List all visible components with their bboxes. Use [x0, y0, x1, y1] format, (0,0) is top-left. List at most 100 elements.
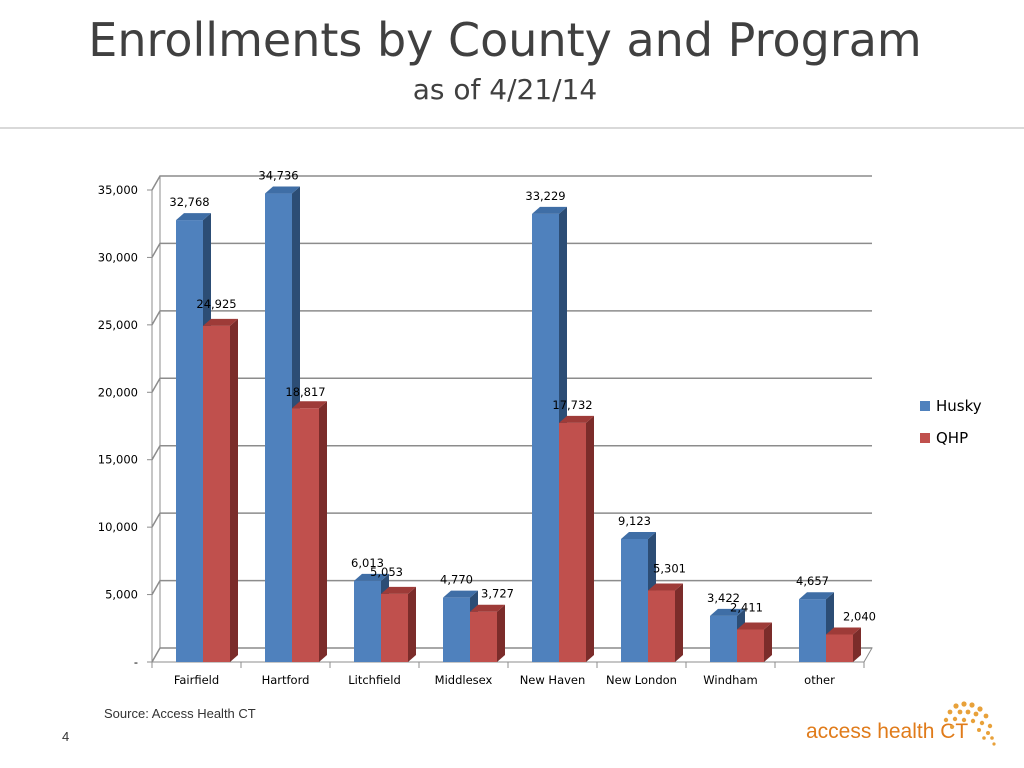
- x-tick-label: Hartford: [262, 673, 310, 687]
- bar-qhp: [826, 627, 861, 662]
- slide-subtitle: as of 4/21/14: [412, 73, 598, 106]
- bar-front: [203, 325, 230, 662]
- value-axis: - 5,000 10,000 15,000 20,000 25,000 30,000 35,0…: [98, 183, 153, 669]
- data-label-qhp: 17,732: [552, 398, 592, 412]
- bar-front: [621, 538, 648, 662]
- bar-front: [737, 629, 764, 662]
- bar-top: [354, 573, 389, 581]
- x-tick-label: Windham: [703, 673, 757, 687]
- title-divider: [0, 127, 1024, 129]
- bar-front: [799, 599, 826, 662]
- x-tick-label: Litchfield: [348, 673, 401, 687]
- bar-qhp: [292, 401, 327, 662]
- bar-front: [470, 611, 497, 662]
- access-health-ct-logo: access health CT: [806, 700, 1006, 752]
- bars: [176, 186, 861, 663]
- y-tick-label: -: [134, 655, 138, 669]
- legend: Husky QHP: [920, 397, 982, 447]
- bar-top: [532, 206, 567, 214]
- bar-qhp: [737, 622, 772, 662]
- bar-side: [853, 627, 861, 662]
- bar-top: [799, 592, 834, 600]
- x-tick-label: other: [804, 673, 835, 687]
- bar-top: [826, 627, 861, 635]
- y-tick-label: 20,000: [98, 385, 138, 399]
- logo-sunburst-icon: [943, 701, 996, 746]
- bar-front: [292, 408, 319, 662]
- bar-qhp: [648, 583, 683, 662]
- data-label-husky: 4,657: [796, 574, 829, 588]
- bar-qhp: [203, 318, 238, 662]
- bar-top: [470, 604, 505, 612]
- data-label-husky: 33,229: [525, 189, 565, 203]
- bar-top: [559, 415, 594, 423]
- x-tick-label: New Haven: [520, 673, 586, 687]
- legend-swatch: [920, 433, 930, 443]
- bar-front: [648, 590, 675, 662]
- bar-top: [737, 622, 772, 630]
- slide-title: Enrollments by County and Program: [88, 13, 922, 67]
- bar-qhp: [381, 586, 416, 662]
- bar-top: [443, 590, 478, 598]
- legend-label: QHP: [936, 429, 968, 447]
- bar-top: [648, 583, 683, 591]
- gridline: [151, 377, 872, 393]
- gridline: [151, 310, 872, 326]
- y-tick-label: 30,000: [98, 250, 138, 264]
- x-tick-label: Fairfield: [174, 673, 219, 687]
- bar-front: [176, 220, 203, 663]
- bar-qhp: [470, 604, 505, 662]
- gridline: [151, 512, 872, 528]
- source-note: Source: Access Health CT: [104, 706, 256, 721]
- bar-front: [532, 213, 559, 663]
- data-label-husky: 3,422: [707, 591, 740, 605]
- bar-top: [710, 608, 745, 616]
- bar-side: [408, 586, 416, 662]
- logo-wordmark: access health CT: [806, 720, 969, 743]
- data-label-qhp: 2,411: [730, 600, 763, 614]
- gridline: [151, 242, 872, 258]
- bar-side: [319, 401, 327, 662]
- data-label-husky: 9,123: [618, 514, 651, 528]
- bar-top: [292, 401, 327, 409]
- bar-front: [265, 193, 292, 662]
- bar-side: [497, 604, 505, 662]
- y-tick-label: 35,000: [98, 183, 138, 197]
- gridline: [151, 175, 872, 191]
- bar-front: [826, 634, 853, 662]
- data-label-qhp: 3,727: [481, 587, 514, 601]
- bar-top: [203, 318, 238, 326]
- y-tick-label: 10,000: [98, 520, 138, 534]
- y-tick-label: 15,000: [98, 453, 138, 467]
- bar-side: [764, 622, 772, 662]
- category-axis: Fairfield Hartford Litchfield Middlesex New …: [151, 662, 865, 687]
- y-tick-label: 5,000: [105, 588, 138, 602]
- bar-front: [710, 615, 737, 662]
- data-label-qhp: 2,040: [843, 609, 876, 623]
- bar-qhp: [559, 415, 594, 662]
- data-label-husky: 4,770: [440, 573, 473, 587]
- data-label-husky: 32,768: [169, 195, 209, 209]
- bar-top: [381, 586, 416, 594]
- bar-front: [381, 593, 408, 662]
- y-tick-label: 25,000: [98, 318, 138, 332]
- data-label-qhp: 5,053: [370, 565, 403, 579]
- data-label-qhp: 24,925: [196, 297, 236, 311]
- bar-front: [354, 580, 381, 662]
- page-number: 4: [62, 729, 70, 744]
- gridlines: [151, 175, 873, 663]
- bar-side: [675, 583, 683, 662]
- gridline: [151, 444, 872, 461]
- x-tick-label: New London: [606, 673, 677, 687]
- bar-side: [230, 318, 238, 662]
- data-label-qhp: 18,817: [285, 385, 325, 399]
- data-label-qhp: 5,301: [653, 562, 686, 576]
- bar-front: [559, 422, 586, 662]
- bar-front: [443, 597, 470, 662]
- legend-swatch: [920, 401, 930, 411]
- bar-top: [176, 213, 211, 221]
- data-label-husky: 6,013: [351, 556, 384, 570]
- bar-side: [586, 415, 594, 662]
- x-tick-label: Middlesex: [435, 673, 493, 687]
